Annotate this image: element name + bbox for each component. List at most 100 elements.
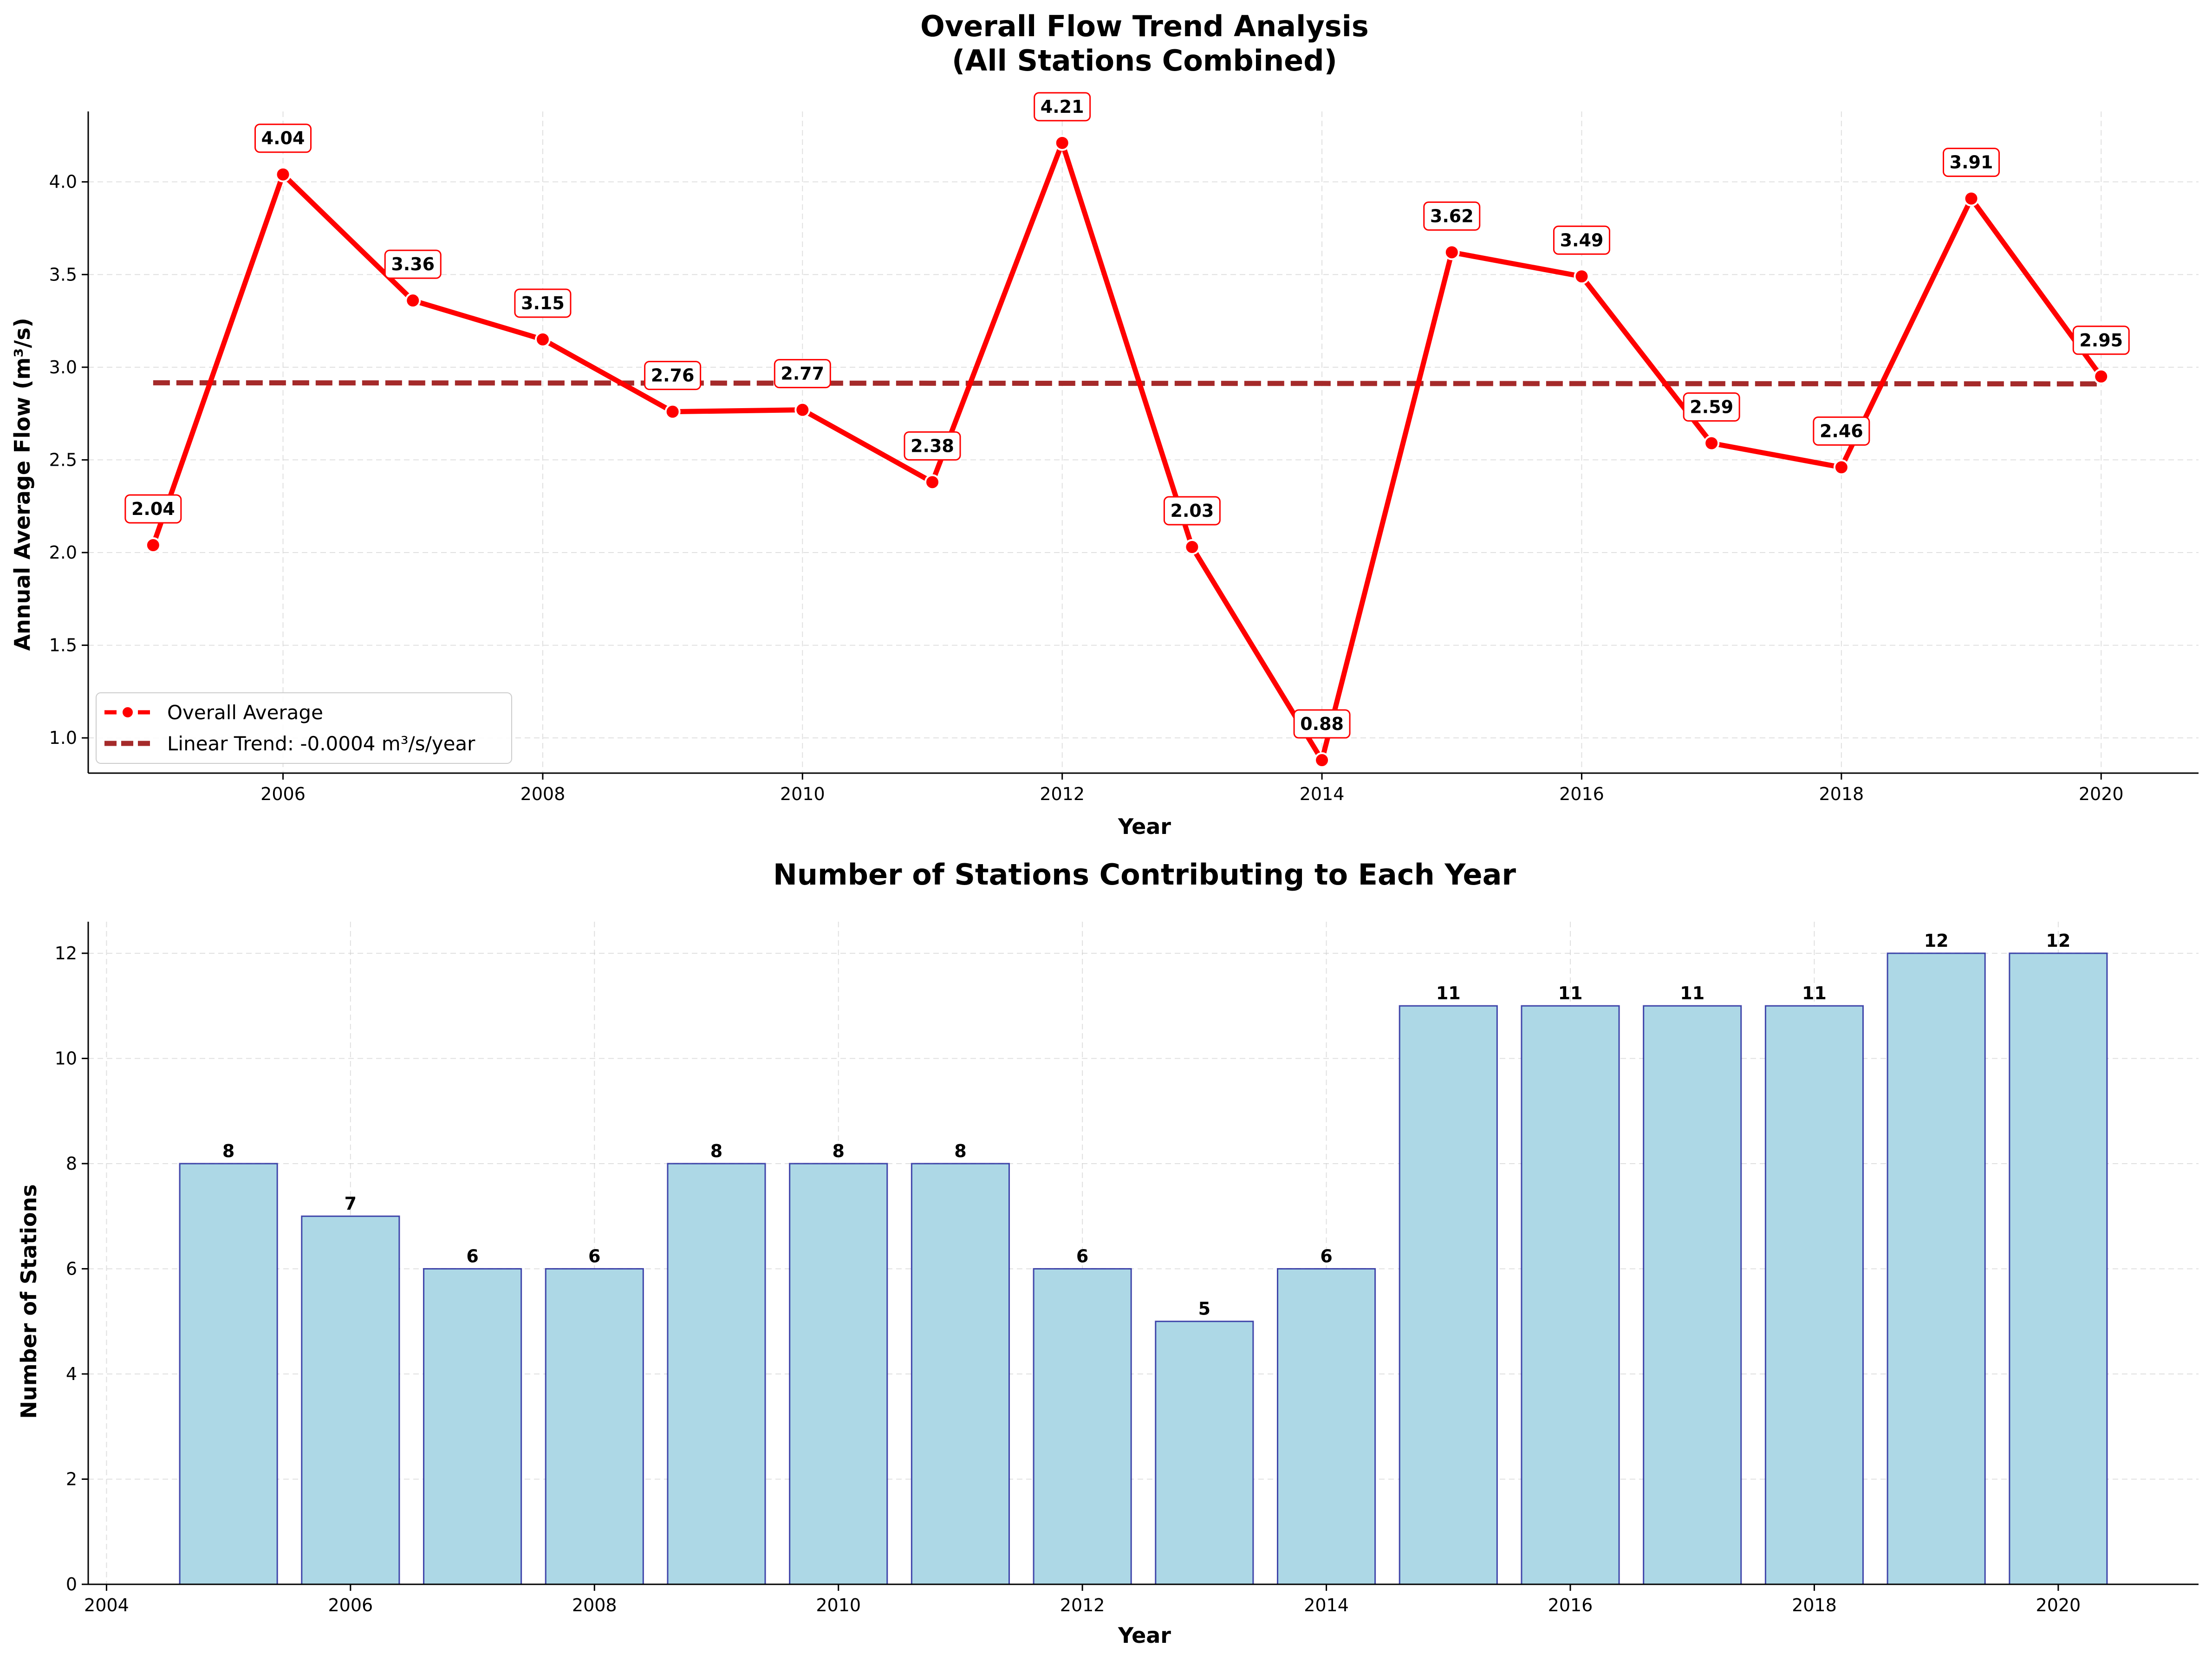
data-label: 4.21	[1034, 92, 1091, 122]
data-label: 2.59	[1683, 392, 1740, 422]
top-y-tick-label: 2.5	[49, 449, 77, 470]
bar-value-label: 8	[832, 1141, 844, 1161]
bottom-y-tick-label: 4	[66, 1364, 77, 1384]
bar	[1643, 1005, 1742, 1585]
data-label-text: 3.36	[391, 254, 435, 274]
data-label: 2.03	[1163, 496, 1221, 526]
bar	[1887, 952, 1986, 1585]
bottom-y-tick-label: 10	[55, 1048, 77, 1068]
data-label: 4.04	[254, 124, 312, 153]
data-label: 2.95	[2072, 325, 2130, 355]
bar	[1155, 1321, 1254, 1585]
bar-value-label: 11	[1802, 983, 1827, 1003]
bottom-gridlines	[88, 922, 2199, 1585]
top-x-axis-label: Year	[1118, 814, 1171, 839]
bar-value-label: 12	[2046, 931, 2070, 951]
data-label-text: 2.03	[1171, 501, 1214, 521]
data-label-text: 2.04	[131, 499, 175, 519]
data-label: 0.88	[1293, 709, 1351, 739]
bar-value-label: 6	[1320, 1246, 1332, 1266]
bottom-x-tick-label: 2014	[1304, 1595, 1349, 1615]
bar	[1399, 1005, 1498, 1585]
top-x-tick-label: 2016	[1559, 784, 1604, 804]
data-label-box	[1553, 225, 1610, 255]
bar-value-label: 6	[588, 1246, 600, 1266]
data-label: 2.77	[774, 359, 831, 389]
data-point	[924, 474, 940, 490]
data-label-text: 2.59	[1690, 397, 1733, 417]
bar	[911, 1163, 1010, 1585]
top-chart-subtitle: (All Stations Combined)	[952, 44, 1337, 78]
overall-average-series	[145, 135, 2109, 768]
bar-value-label: 11	[1436, 983, 1461, 1003]
data-label-box	[774, 359, 831, 389]
data-label-box	[514, 288, 572, 318]
bar	[1521, 1005, 1620, 1585]
data-label: 2.38	[904, 431, 961, 461]
data-label-box	[124, 494, 182, 524]
legend-label-linear-trend: Linear Trend: -0.0004 m³/s/year	[167, 732, 475, 755]
data-label-box	[254, 124, 312, 153]
data-label-text: 3.91	[1950, 152, 1993, 173]
bottom-y-tick-label: 12	[55, 943, 77, 963]
data-label-box	[1423, 201, 1481, 231]
data-point	[145, 537, 161, 553]
data-point	[405, 293, 421, 309]
data-label: 3.91	[1943, 148, 2000, 177]
bottom-chart-title: Number of Stations Contributing to Each …	[773, 858, 1516, 892]
bar-value-label: 6	[1076, 1246, 1088, 1266]
top-x-tick-label: 2008	[520, 784, 566, 804]
bottom-axes: 2004 2006 2008 2010 2012 2014 2016 2018 2020 0 2 4 6…	[55, 922, 2199, 1615]
data-point	[794, 402, 811, 418]
bar-value-label: 11	[1558, 983, 1583, 1003]
data-label-text: 2.95	[2079, 330, 2123, 351]
data-point	[2093, 368, 2109, 384]
data-point	[1963, 190, 1979, 207]
bottom-x-tick-label: 2016	[1548, 1595, 1593, 1615]
data-label: 3.49	[1553, 225, 1610, 255]
bottom-x-tick-label: 2008	[572, 1595, 617, 1615]
top-legend: Overall Average Linear Trend: -0.0004 m³…	[96, 692, 512, 764]
bottom-x-tick-label: 2020	[2036, 1595, 2081, 1615]
data-point	[1833, 459, 1849, 475]
data-label-text: 4.21	[1041, 97, 1084, 117]
data-label: 3.36	[384, 249, 442, 279]
data-label-box	[1034, 92, 1091, 122]
bottom-y-tick-label: 2	[66, 1469, 77, 1489]
data-label-box	[1813, 416, 1870, 446]
top-chart-title: Overall Flow Trend Analysis	[920, 9, 1369, 43]
top-x-tick-label: 2014	[1300, 784, 1345, 804]
bar	[423, 1268, 522, 1585]
data-label-box	[1163, 496, 1221, 526]
data-label-text: 2.46	[1820, 421, 1863, 441]
bar-value-label: 8	[222, 1141, 234, 1161]
top-y-tick-label: 3.0	[49, 357, 77, 378]
data-label-text: 4.04	[261, 128, 305, 149]
top-y-tick-label: 2.0	[49, 542, 77, 563]
data-label-box	[1943, 148, 2000, 177]
bottom-data-labels: 8 7 6 6 8 8 8 6 5 6 11 11 11 11 12 12	[222, 931, 2070, 1319]
legend-marker-overall-average	[121, 705, 135, 719]
bar-value-label: 5	[1198, 1299, 1210, 1319]
bar-value-label: 8	[954, 1141, 966, 1161]
data-label-text: 2.76	[651, 365, 695, 386]
bar	[1033, 1268, 1132, 1585]
bar-value-label: 8	[710, 1141, 722, 1161]
overall-average-line	[150, 140, 2103, 763]
top-data-labels: 2.04 4.04 3.36 3.15 2.76 2.77 2.38 4.21 2.03 0.88…	[124, 92, 2130, 739]
data-label: 2.76	[644, 361, 702, 391]
bar	[789, 1163, 888, 1585]
data-label: 3.15	[514, 288, 572, 318]
data-label-box	[384, 249, 442, 279]
data-label-box	[1293, 709, 1351, 739]
data-point	[1314, 752, 1330, 768]
data-label-text: 2.77	[781, 364, 824, 384]
data-label: 2.04	[124, 494, 182, 524]
top-x-tick-label: 2010	[780, 784, 825, 804]
top-x-tick-label: 2018	[1819, 784, 1864, 804]
data-point	[1704, 435, 1720, 451]
bar-value-label: 12	[1924, 931, 1949, 951]
top-y-tick-label: 1.5	[49, 635, 77, 656]
bottom-x-tick-label: 2012	[1060, 1595, 1105, 1615]
